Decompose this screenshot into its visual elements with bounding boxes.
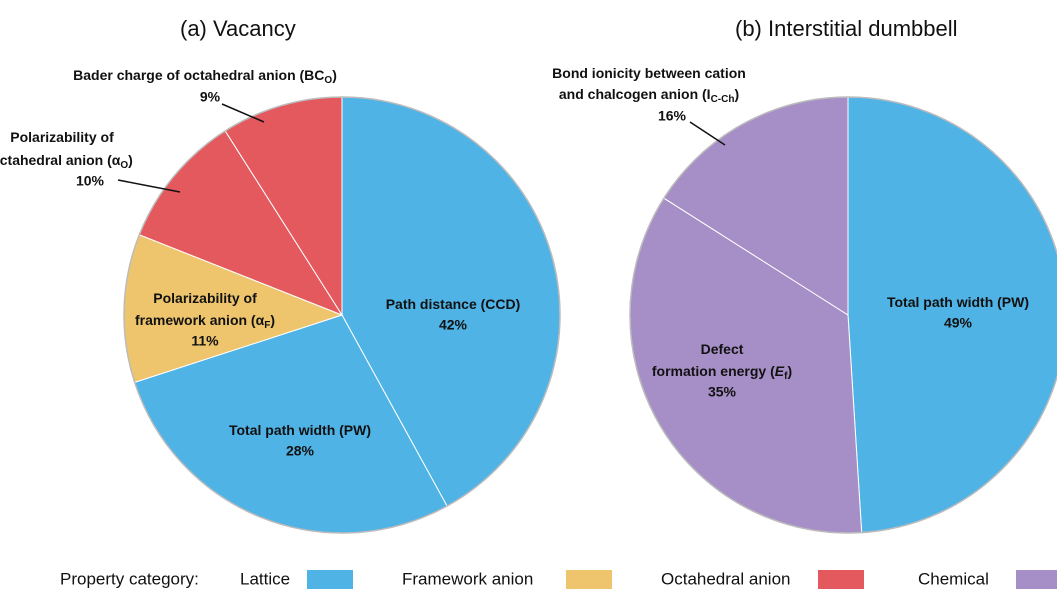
label-subscript: f <box>784 371 788 382</box>
slice-label: framework anion (αF​) <box>135 312 275 331</box>
label-run: ) <box>270 312 275 328</box>
slice-label: Total path width (PW) <box>887 294 1029 310</box>
legend-label: Framework anion <box>402 569 533 588</box>
chart-title: (a) Vacancy <box>180 16 296 41</box>
label-run: Bond ionicity between cation <box>552 65 746 81</box>
leader-line <box>117 179 181 193</box>
slice-label: Path distance (CCD) <box>386 296 521 312</box>
slice-label: Total path width (PW) <box>229 422 371 438</box>
slice-label: Defect <box>701 341 744 357</box>
slice-label: formation energy (Ef​) <box>652 363 792 382</box>
pie-outline <box>629 96 1057 534</box>
label-run: Total path width (PW) <box>887 294 1029 310</box>
label-run: Polarizability of <box>153 290 257 306</box>
leader-line <box>689 121 726 146</box>
value-label: 42% <box>439 317 468 333</box>
label-run: Polarizability of <box>10 129 114 145</box>
label-subscript: F <box>264 320 270 331</box>
value-label: 16% <box>658 108 687 124</box>
value-label: 9% <box>200 89 221 105</box>
label-italic: E <box>775 363 785 379</box>
slice-label: Polarizability of <box>153 290 257 306</box>
value-label: 11% <box>191 333 219 349</box>
label-run: and chalcogen anion (I <box>559 86 711 102</box>
pie-outline <box>123 96 561 534</box>
legend-label: Lattice <box>240 569 290 588</box>
legend-title: Property category: <box>60 569 199 588</box>
value-label: 49% <box>944 315 973 331</box>
label-run: Defect <box>701 341 744 357</box>
label-run: ) <box>787 363 792 379</box>
slice-label: Bader charge of octahedral anion (BCO​) <box>73 67 337 86</box>
legend-swatch <box>1016 570 1057 589</box>
label-subscript: O <box>324 75 332 86</box>
label-run: framework anion (α <box>135 312 265 328</box>
value-label: 28% <box>286 443 315 459</box>
value-label: 10% <box>76 173 105 189</box>
chart-title: (b) Interstitial dumbbell <box>735 16 958 41</box>
legend-swatch <box>818 570 864 589</box>
label-run: Bader charge of octahedral anion (BC <box>73 67 324 83</box>
label-run: ) <box>734 86 739 102</box>
label-subscript: C-Ch <box>711 94 735 105</box>
legend-label: Chemical <box>918 569 989 588</box>
leader-line <box>221 103 265 123</box>
slice-label: octahedral anion (αO​) <box>0 152 133 171</box>
label-run: formation energy ( <box>652 363 775 379</box>
slice-label: Bond ionicity between cation <box>552 65 746 81</box>
legend-swatch <box>566 570 612 589</box>
label-run: Path distance (CCD) <box>386 296 521 312</box>
value-label: 35% <box>708 384 737 400</box>
label-run: octahedral anion (α <box>0 152 121 168</box>
legend-swatch <box>307 570 353 589</box>
label-run: Total path width (PW) <box>229 422 371 438</box>
slice-label: and chalcogen anion (IC-Ch​) <box>559 86 739 105</box>
legend-label: Octahedral anion <box>661 569 790 588</box>
label-run: ) <box>332 67 337 83</box>
label-subscript: O <box>120 160 128 171</box>
slice-label: Polarizability of <box>10 129 114 145</box>
label-run: ) <box>128 152 133 168</box>
